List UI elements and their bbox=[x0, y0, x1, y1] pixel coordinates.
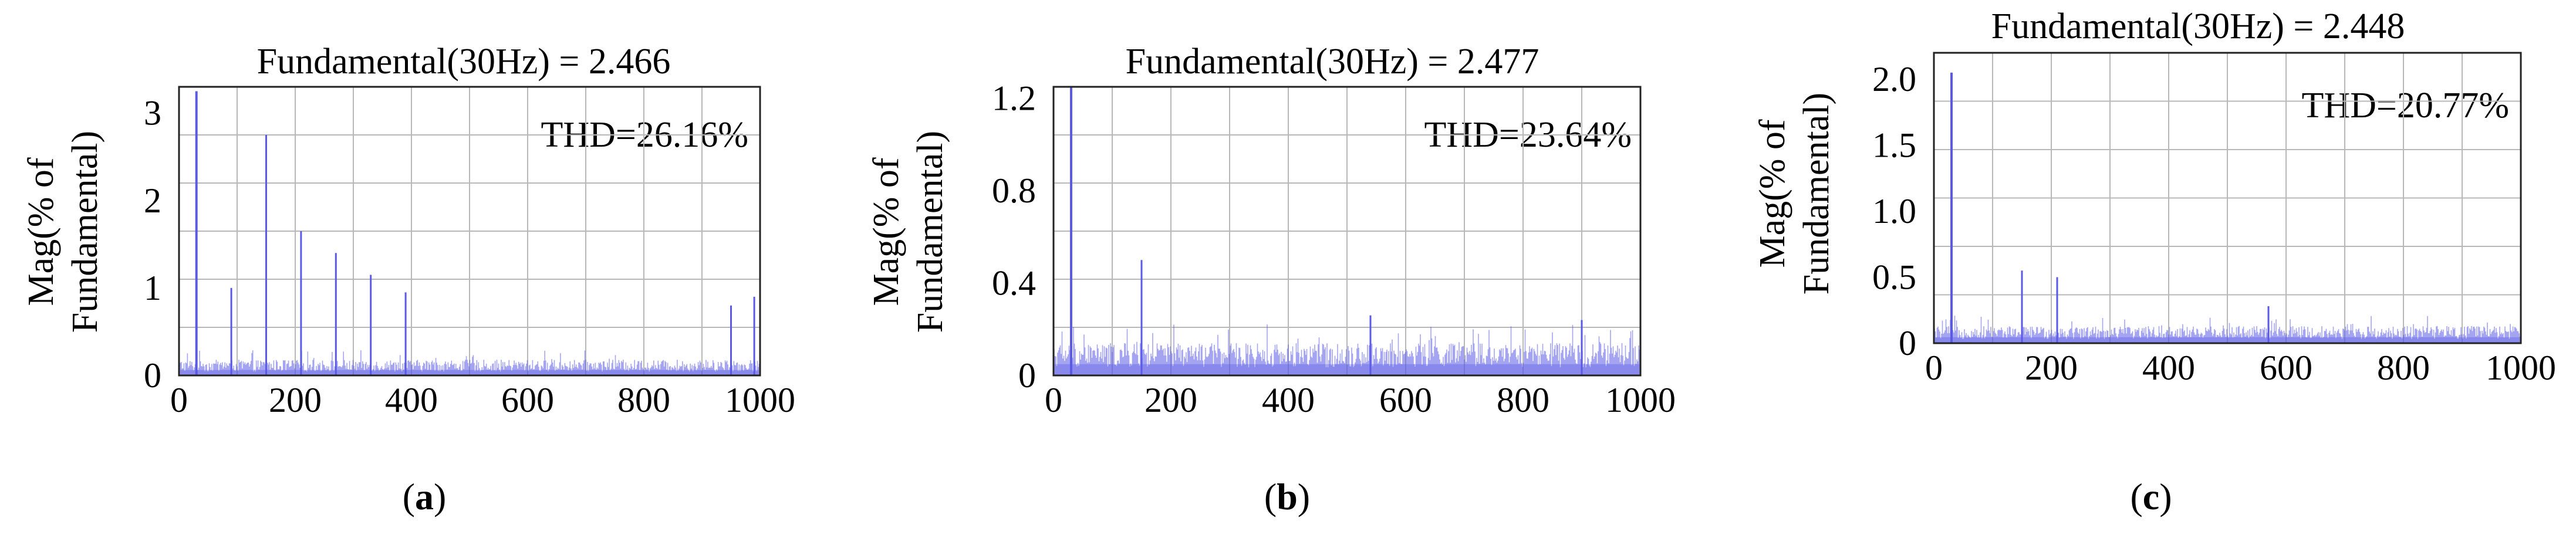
y-tick-label-c: 0 bbox=[1899, 324, 1916, 363]
x-tick-label-c: 400 bbox=[2142, 348, 2195, 387]
y-tick-label-b: 1.2 bbox=[992, 79, 1036, 118]
y-tick-label-c: 2.0 bbox=[1872, 60, 1916, 99]
plot-frame-a bbox=[178, 86, 761, 377]
y-axis-label-c-line2: Fundamental) bbox=[1797, 93, 1836, 294]
x-tick-label-b: 800 bbox=[1497, 381, 1549, 419]
x-tick-label-c: 0 bbox=[1925, 348, 1943, 387]
x-tick-label-c: 600 bbox=[2260, 348, 2312, 387]
x-tick-label-a: 0 bbox=[170, 381, 188, 419]
noise-band-b bbox=[1055, 364, 1639, 375]
panel-caption-b: (b) bbox=[1264, 476, 1310, 517]
x-tick-label-b: 0 bbox=[1045, 381, 1062, 419]
plot-area-b: 0 200 400 600 800 1000 0 0.4 0.8 1.2 bbox=[992, 79, 1676, 419]
x-tick-label-a: 200 bbox=[269, 381, 322, 419]
y-tick-label-b: 0.4 bbox=[992, 264, 1036, 303]
y-tick-label-a: 2 bbox=[144, 181, 161, 220]
y-tick-label-c: 0.5 bbox=[1872, 258, 1916, 297]
chart-title-b: Fundamental(30Hz) = 2.477 bbox=[1126, 42, 1539, 82]
y-tick-label-b: 0 bbox=[1018, 356, 1036, 395]
y-tick-label-c: 1.5 bbox=[1872, 126, 1916, 165]
series-a-0 bbox=[179, 91, 761, 375]
x-tick-label-b: 200 bbox=[1144, 381, 1197, 419]
grid-b bbox=[1053, 87, 1641, 375]
y-axis-label-b-line2: Fundamental) bbox=[910, 131, 950, 333]
y-axis-label-b-line1: Mag(% of bbox=[866, 157, 906, 306]
series-b-0 bbox=[1054, 87, 1641, 375]
chart-title-a: Fundamental(30Hz) = 2.466 bbox=[257, 42, 671, 82]
thd-label-c: THD=20.77% bbox=[2301, 86, 2509, 126]
x-tick-label-a: 1000 bbox=[725, 381, 795, 419]
noise-band-a bbox=[180, 370, 759, 375]
x-tick-label-b: 600 bbox=[1379, 381, 1432, 419]
x-tick-label-b: 400 bbox=[1262, 381, 1315, 419]
x-tick-label-c: 1000 bbox=[2486, 348, 2556, 387]
y-axis-label-a-line2: Fundamental) bbox=[65, 131, 105, 333]
x-tick-label-a: 600 bbox=[501, 381, 554, 419]
noise-band-c bbox=[1935, 337, 2520, 343]
y-tick-label-c: 1.0 bbox=[1872, 192, 1916, 231]
y-axis-label-a-line1: Mag(% of bbox=[21, 157, 61, 306]
y-tick-label-a: 1 bbox=[144, 269, 161, 307]
y-tick-label-a: 3 bbox=[144, 94, 161, 133]
y-tick-label-b: 0.8 bbox=[992, 171, 1036, 210]
chart-title-c: Fundamental(30Hz) = 2.448 bbox=[1991, 6, 2405, 46]
plot-area-c: 0 200 400 600 800 1000 0 0.5 1.0 1.5 2.0 bbox=[1872, 52, 2556, 387]
y-axis-label-c-line1: Mag(% of bbox=[1753, 119, 1792, 268]
y-tick-label-a: 0 bbox=[144, 356, 161, 395]
x-tick-label-b: 1000 bbox=[1605, 381, 1676, 419]
panel-caption-a: (a) bbox=[403, 476, 447, 517]
chart-panel-c: Fundamental(30Hz) = 2.448 THD=20.77% Mag… bbox=[1753, 6, 2556, 517]
plot-area-a: 0 200 400 600 800 1000 0 1 2 3 bbox=[144, 86, 795, 419]
x-tick-label-c: 200 bbox=[2025, 348, 2078, 387]
plot-frame-b bbox=[1052, 86, 1642, 377]
x-tick-label-c: 800 bbox=[2377, 348, 2430, 387]
chart-panel-b: Fundamental(30Hz) = 2.477 THD=23.64% Mag… bbox=[866, 42, 1676, 517]
chart-panel-a: Fundamental(30Hz) = 2.466 THD=26.16% Mag… bbox=[21, 42, 795, 517]
x-tick-label-a: 800 bbox=[617, 381, 670, 419]
plot-frame-c bbox=[1933, 52, 2522, 344]
x-tick-label-a: 400 bbox=[385, 381, 438, 419]
panel-caption-c: (c) bbox=[2130, 476, 2172, 517]
